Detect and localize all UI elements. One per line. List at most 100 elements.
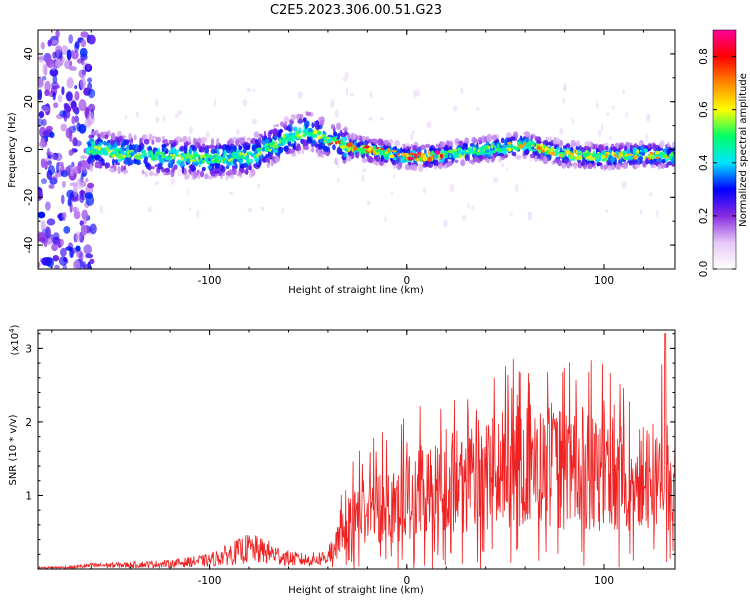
heatmap-cell — [52, 91, 56, 101]
heatmap-cell — [265, 153, 270, 158]
heatmap-cell — [117, 158, 123, 162]
heatmap-cell — [366, 135, 370, 141]
heatmap-cell — [619, 144, 624, 150]
heatmap-cell — [485, 144, 488, 150]
heatmap-cell — [44, 80, 51, 93]
heatmap-cell — [292, 126, 298, 132]
heatmap-cell — [275, 123, 279, 128]
heatmap-cell — [246, 144, 251, 151]
heatmap-cell — [65, 127, 72, 139]
heatmap-cell — [635, 164, 640, 169]
heatmap-cell — [330, 99, 335, 109]
heatmap-cell — [530, 134, 533, 142]
heatmap-cell — [123, 165, 127, 172]
heatmap-cell — [277, 131, 281, 138]
heatmap-cell — [334, 157, 338, 165]
heatmap-cell — [571, 118, 574, 125]
heatmap-cell — [491, 134, 497, 141]
snr-y-scale-close: ) — [10, 324, 21, 328]
heatmap-cell — [556, 147, 561, 151]
heatmap-cell — [185, 154, 192, 158]
heatmap-cell — [447, 149, 454, 154]
heatmap-cell — [112, 158, 115, 166]
heatmap-cell — [611, 105, 615, 109]
heatmap-cell — [124, 115, 128, 120]
heatmap-cell — [52, 232, 60, 241]
heatmap-cell — [619, 157, 623, 165]
heatmap-cell — [288, 132, 293, 137]
heatmap-cell — [315, 143, 319, 148]
heatmap-cell — [645, 157, 649, 165]
heatmap-cell — [355, 150, 360, 159]
heatmap-cell — [205, 130, 210, 140]
heatmap-cell — [413, 89, 418, 98]
heatmap-cell — [472, 156, 478, 163]
heatmap-cell — [433, 165, 438, 170]
heatmap-cell — [194, 153, 201, 157]
snr-y-ticks: 1 2 3 — [25, 333, 675, 555]
heatmap-cell — [431, 150, 434, 155]
heatmap-cell — [144, 156, 149, 161]
heatmap-cell — [69, 182, 79, 187]
heatmap-cell — [268, 156, 273, 160]
heatmap-cell — [157, 162, 163, 167]
heatmap-cell — [575, 145, 580, 151]
heatmap-cell — [306, 139, 313, 144]
heatmap-cell — [115, 148, 120, 153]
heatmap-cell — [122, 154, 127, 158]
x-tick-label: 0 — [403, 575, 410, 587]
heatmap-cell — [217, 159, 220, 164]
heatmap-cell — [155, 98, 159, 107]
heatmap-cell — [665, 162, 669, 168]
heatmap-cell — [74, 85, 78, 90]
heatmap-cell — [572, 155, 577, 160]
snr-y-scale-prefix: (x10 — [10, 333, 21, 356]
heatmap-cell — [290, 148, 295, 154]
heatmap-cell — [484, 149, 490, 153]
heatmap-cell — [53, 102, 59, 109]
y-tick-label: -20 — [23, 189, 35, 206]
heatmap-cell — [175, 136, 182, 142]
heatmap-cell — [491, 154, 495, 161]
heatmap-cell — [434, 150, 441, 156]
heatmap-cell — [38, 261, 41, 269]
heatmap-cell — [260, 206, 265, 211]
heatmap-cell — [632, 155, 638, 159]
heatmap-cell — [188, 147, 193, 155]
heatmap-cell — [621, 180, 627, 189]
snr-panel: -100 0 100 1 2 3 Height of straight line (km… — [8, 324, 676, 596]
heatmap-cell — [55, 84, 61, 89]
heatmap-cell — [598, 129, 602, 137]
heatmap-cell — [212, 159, 218, 164]
heatmap-cell — [380, 117, 385, 121]
heatmap-cell — [340, 140, 343, 145]
heatmap-cell — [283, 116, 289, 124]
heatmap-cell — [223, 159, 227, 163]
heatmap-cell — [407, 161, 412, 166]
heatmap-cell — [377, 138, 384, 146]
heatmap-cell — [553, 149, 560, 157]
heatmap-cell — [151, 135, 157, 140]
heatmap-cell — [337, 160, 340, 169]
heatmap-cell — [571, 142, 576, 146]
heatmap-cell — [382, 153, 387, 156]
heatmap-cell — [654, 150, 661, 154]
heatmap-cell — [79, 251, 84, 261]
x-tick-label: 100 — [594, 575, 614, 587]
heatmap-cell — [359, 135, 363, 142]
heatmap-cell — [291, 137, 295, 140]
heatmap-cell — [427, 156, 433, 162]
heatmap-cell — [222, 154, 225, 158]
heatmap-cell — [549, 136, 552, 142]
heatmap-cell — [523, 131, 530, 136]
heatmap-cell — [562, 145, 567, 150]
heatmap-cell — [311, 147, 314, 153]
heatmap-cell — [177, 154, 182, 158]
heatmap-cell — [264, 149, 269, 153]
heatmap-cell — [246, 88, 251, 92]
heatmap-cell — [625, 111, 628, 119]
heatmap-cell — [266, 162, 271, 168]
heatmap-cell — [242, 98, 248, 107]
heatmap-cell — [621, 150, 624, 155]
heatmap-cell — [372, 152, 376, 155]
